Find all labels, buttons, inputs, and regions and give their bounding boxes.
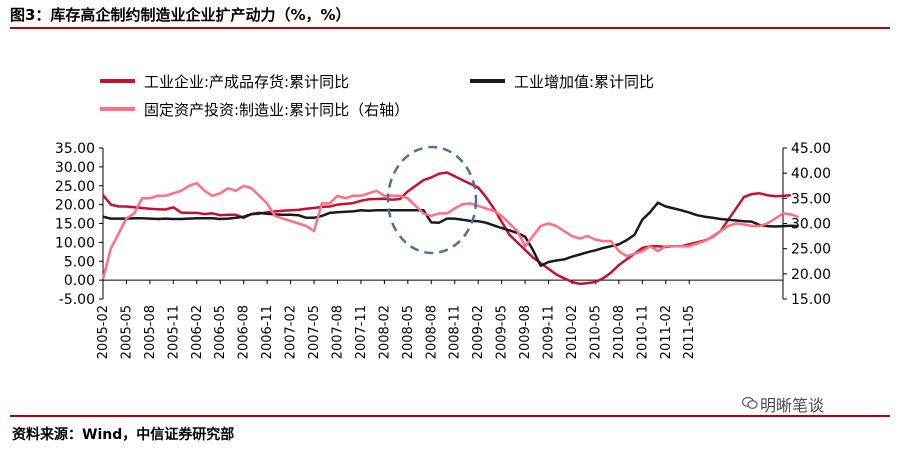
left-tick-label: 20.00 bbox=[55, 198, 95, 214]
x-tick-label: 2006-05 bbox=[213, 305, 228, 359]
left-tick-label: 25.00 bbox=[55, 179, 95, 195]
right-tick-label: 35.00 bbox=[791, 191, 831, 207]
x-tick-label: 2011-02 bbox=[659, 305, 674, 359]
highlight-ellipse bbox=[386, 145, 478, 255]
x-tick-label: 2006-11 bbox=[260, 305, 275, 359]
chart-plot: 工业企业:产成品存货:累计同比 工业增加值:累计同比 固定资产投资:制造业:累计… bbox=[55, 73, 831, 359]
legend: 工业企业:产成品存货:累计同比 工业增加值:累计同比 固定资产投资:制造业:累计… bbox=[100, 73, 654, 119]
x-tick-label: 2008-05 bbox=[401, 305, 416, 359]
legend-label-investment: 固定资产投资:制造业:累计同比（右轴） bbox=[144, 101, 409, 119]
bottom-rule bbox=[10, 415, 890, 417]
legend-label-output: 工业增加值:累计同比 bbox=[514, 73, 654, 91]
right-tick-label: 30.00 bbox=[791, 217, 831, 233]
x-tick-label: 2005-05 bbox=[119, 305, 134, 359]
x-tick-label: 2005-11 bbox=[166, 305, 181, 359]
series-line-inventory bbox=[102, 171, 791, 286]
left-tick-label: 10.00 bbox=[55, 235, 95, 251]
x-tick-label: 2007-11 bbox=[354, 305, 369, 359]
right-tick-label: 25.00 bbox=[791, 242, 831, 258]
x-tick-label: 2010-02 bbox=[565, 305, 580, 359]
x-tick-label: 2008-02 bbox=[377, 305, 392, 359]
x-tick-label: 2010-05 bbox=[588, 305, 603, 359]
right-tick-label: 15.00 bbox=[791, 292, 831, 308]
axes: 35.00 30.00 25.00 20.00 15.00 10.00 5.00 0.00 -5… bbox=[55, 141, 831, 359]
left-tick-label: 5.00 bbox=[64, 254, 95, 270]
x-tick-label: 2009-05 bbox=[495, 305, 510, 359]
right-tick-label: 45.00 bbox=[791, 141, 831, 157]
series-line-investment bbox=[101, 181, 799, 280]
top-rule bbox=[10, 27, 890, 29]
x-tick-label: 2010-11 bbox=[635, 305, 650, 359]
x-tick-label: 2005-08 bbox=[143, 305, 158, 359]
x-tick-label: 2011-05 bbox=[682, 305, 697, 359]
right-tick-label: 40.00 bbox=[791, 166, 831, 182]
x-tick-label: 2009-02 bbox=[471, 305, 486, 359]
x-tick-label: 2008-11 bbox=[448, 305, 463, 359]
left-tick-label: 15.00 bbox=[55, 217, 95, 233]
x-tick-label: 2005-02 bbox=[96, 305, 111, 359]
x-tick-label: 2006-08 bbox=[237, 305, 252, 359]
x-tick-label: 2007-02 bbox=[284, 305, 299, 359]
x-tick-label: 2007-08 bbox=[330, 305, 345, 359]
legend-label-inventory: 工业企业:产成品存货:累计同比 bbox=[144, 73, 349, 91]
x-tick-label: 2008-08 bbox=[424, 305, 439, 359]
x-tick-label: 2009-08 bbox=[518, 305, 533, 359]
series-line-output bbox=[102, 201, 799, 268]
x-tick-label: 2006-02 bbox=[190, 305, 205, 359]
x-tick-label: 2010-08 bbox=[612, 305, 627, 359]
left-tick-label: -5.00 bbox=[59, 292, 95, 308]
source-note: 资料来源：Wind，中信证券研究部 bbox=[12, 427, 235, 443]
right-tick-label: 20.00 bbox=[791, 267, 831, 283]
x-tick-label: 2007-05 bbox=[307, 305, 322, 359]
x-tick-label: 2009-11 bbox=[542, 305, 557, 359]
wechat-icon bbox=[742, 396, 758, 409]
chart-title: 图3：库存高企制约制造业企业扩产动力（%，%） bbox=[10, 6, 351, 24]
left-tick-label: 0.00 bbox=[64, 273, 95, 289]
left-tick-label: 35.00 bbox=[55, 141, 95, 157]
series-layer bbox=[101, 171, 799, 286]
watermark: 明晰笔谈 bbox=[760, 396, 825, 415]
left-tick-label: 30.00 bbox=[55, 160, 95, 176]
